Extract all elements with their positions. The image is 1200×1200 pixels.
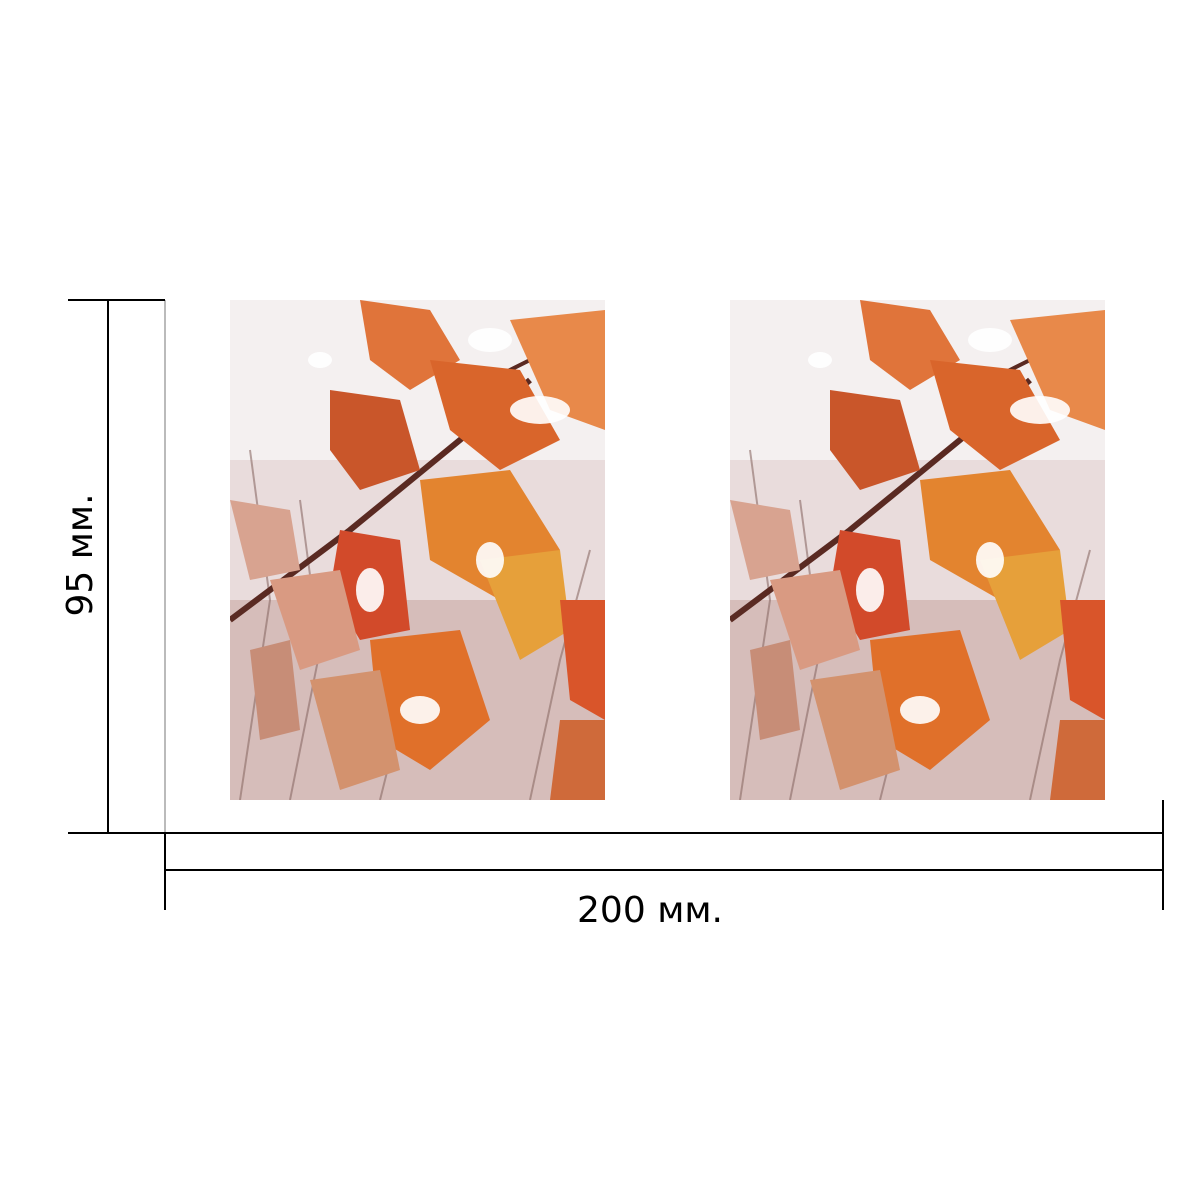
height-dimension — [68, 299, 165, 834]
width-dimension — [164, 800, 1164, 910]
photo-left — [230, 300, 605, 800]
width-label: 200 мм. — [577, 890, 723, 931]
height-label: 95 мм. — [60, 493, 101, 616]
photo-right — [730, 300, 1105, 800]
